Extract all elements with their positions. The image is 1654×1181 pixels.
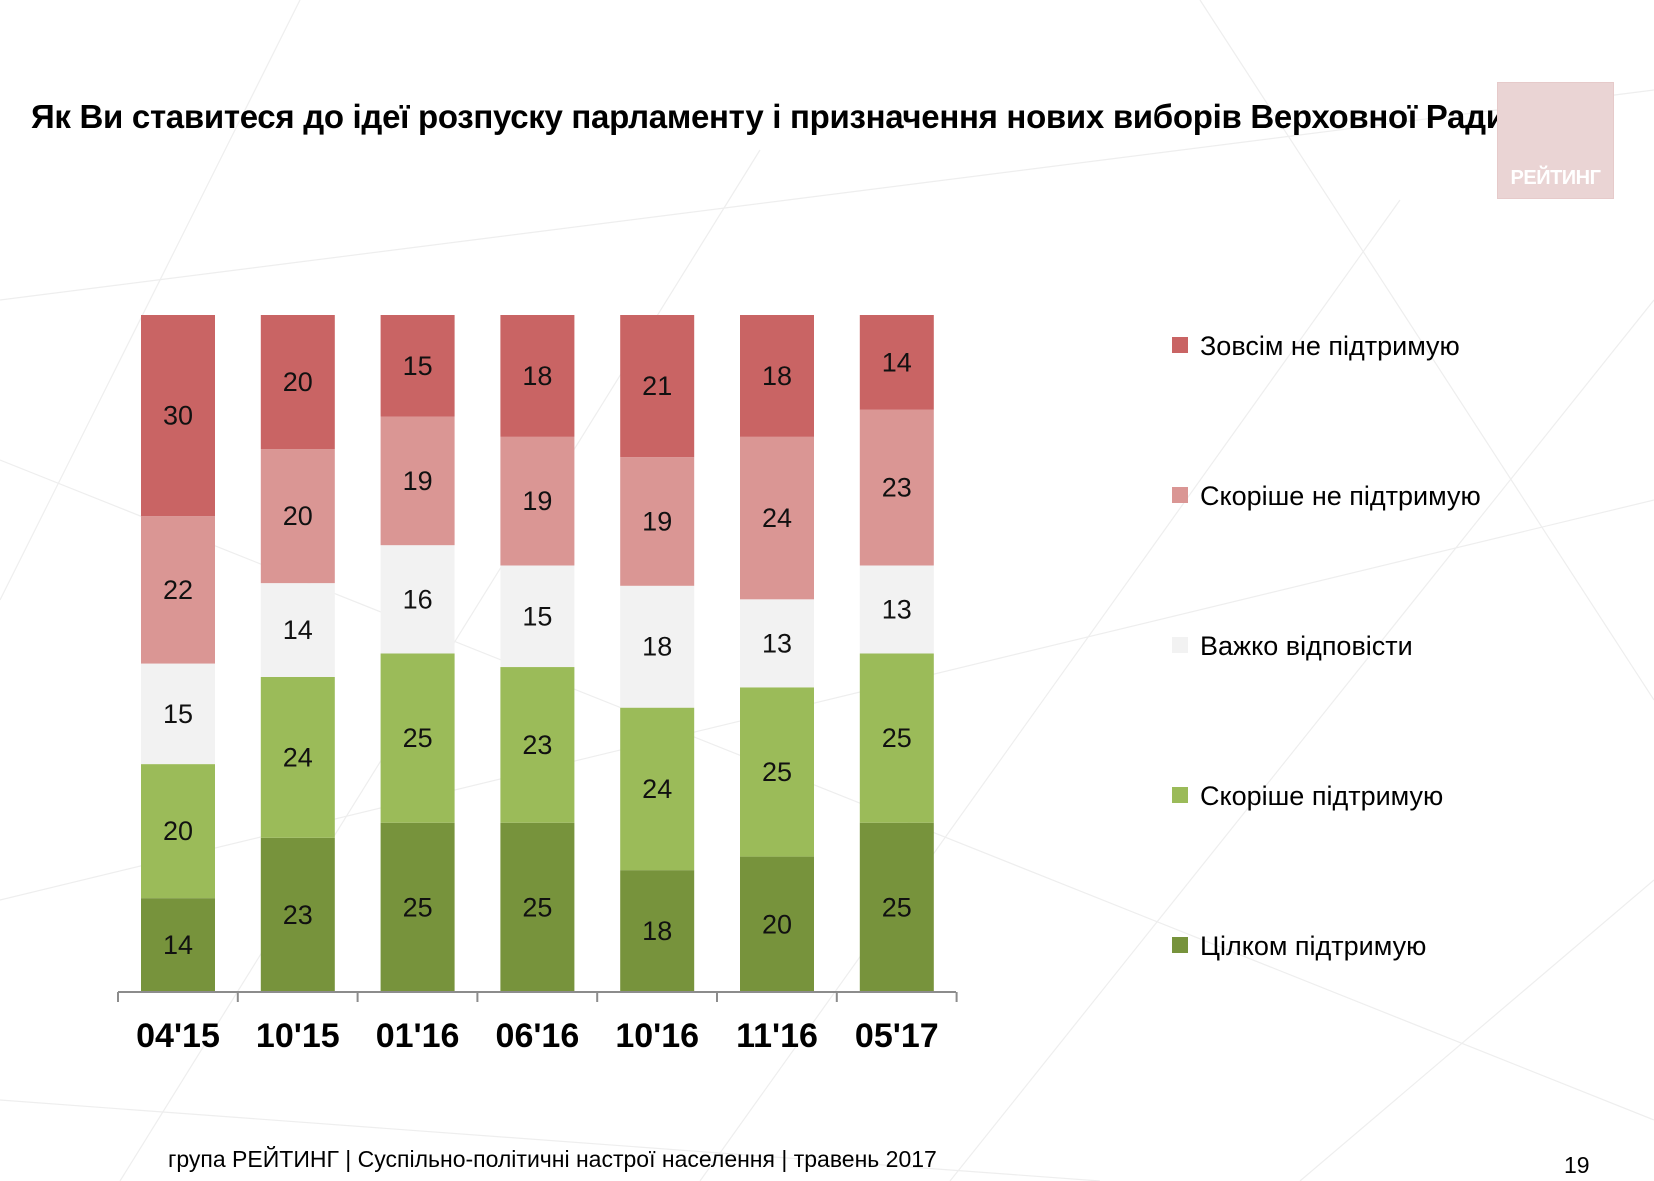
data-label: 14: [882, 347, 912, 377]
bar-segment-06'16-s2: [500, 565, 575, 668]
data-label: 15: [522, 601, 552, 631]
legend-swatch: [1172, 637, 1188, 653]
data-label: 15: [163, 699, 193, 729]
x-tick-label: 04'15: [136, 1017, 220, 1055]
data-label: 24: [283, 742, 313, 772]
bar-segment-06'16-s4: [500, 315, 575, 437]
bar-segment-06'16-s0: [500, 822, 575, 992]
legend-label: Скоріше підтримую: [1200, 781, 1444, 811]
bar-segment-10'15-s0: [260, 837, 335, 992]
bar-segment-05'17-s3: [859, 409, 934, 566]
bar-segment-05'17-s4: [859, 315, 934, 410]
bar-segment-10'15-s2: [260, 583, 335, 677]
page-title: Як Ви ставитеся до ідеї розпуску парламе…: [31, 98, 1526, 135]
data-label: 20: [163, 816, 193, 846]
x-tick-label: 06'16: [496, 1017, 580, 1055]
data-label: 25: [403, 892, 433, 922]
bar-segment-04'15-s0: [141, 898, 215, 992]
data-label: 13: [882, 594, 912, 624]
bar-segment-11'16-s2: [740, 599, 814, 688]
brand-logo: РЕЙТИНГ: [1497, 82, 1614, 199]
footer-text: група РЕЙТИНГ | Суспільно-політичні наст…: [168, 1146, 937, 1172]
data-label: 23: [283, 900, 313, 930]
x-tick-label: 01'16: [376, 1017, 460, 1055]
bar-segment-04'15-s4: [141, 315, 215, 517]
data-label: 16: [403, 584, 433, 614]
legend-label: Зовсім не підтримую: [1200, 331, 1460, 361]
legend-label: Скоріше не підтримую: [1200, 481, 1481, 511]
bar-segment-10'15-s1: [260, 676, 335, 838]
x-tick-label: 05'17: [855, 1017, 939, 1055]
data-label: 23: [522, 730, 552, 760]
data-label: 18: [642, 916, 672, 946]
legend-swatch: [1172, 937, 1188, 953]
data-label: 18: [762, 361, 792, 391]
bar-segment-04'15-s3: [141, 516, 215, 664]
data-label: 14: [283, 615, 313, 645]
data-label: 20: [283, 367, 313, 397]
data-label: 25: [762, 757, 792, 787]
legend-swatch: [1172, 787, 1188, 803]
bar-segment-05'17-s0: [859, 822, 934, 992]
bar-segment-01'16-s3: [380, 416, 455, 546]
legend-swatch: [1172, 487, 1188, 503]
data-label: 22: [163, 575, 193, 605]
data-label: 13: [762, 628, 792, 658]
data-label: 25: [522, 892, 552, 922]
bar-segment-06'16-s3: [500, 436, 575, 566]
data-label: 18: [522, 361, 552, 391]
bar-segment-11'16-s1: [740, 687, 814, 857]
data-label: 24: [642, 774, 672, 804]
bar-segment-01'16-s2: [380, 545, 455, 654]
data-label: 14: [163, 930, 193, 960]
bar-segment-10'15-s4: [260, 315, 335, 450]
bar-segment-10'16-s2: [620, 585, 695, 708]
bar-segment-10'16-s3: [620, 457, 695, 586]
data-label: 19: [403, 466, 433, 496]
bars-group: 14 20 15 22 30 23 24 14 20 20 25 25 16 19 15 25 23 15 19 18…: [141, 315, 934, 992]
bar-segment-06'16-s1: [500, 667, 575, 823]
bar-segment-11'16-s3: [740, 436, 814, 600]
legend-swatch: [1172, 337, 1188, 353]
logo-text: РЕЙТИНГ: [1510, 167, 1601, 189]
x-axis: 04'15 10'15 01'16 06'16 10'16 11'16 05'17: [117, 991, 958, 1055]
bar-segment-01'16-s4: [380, 315, 455, 417]
bar-segment-05'17-s2: [859, 565, 934, 654]
data-label: 25: [882, 892, 912, 922]
bar-segment-10'15-s3: [260, 449, 335, 584]
bar-segment-10'16-s0: [620, 870, 695, 992]
x-tick-label: 10'15: [256, 1017, 340, 1055]
data-label: 19: [522, 486, 552, 516]
bar-segment-05'17-s1: [859, 653, 934, 823]
bar-segment-10'16-s4: [620, 315, 695, 458]
data-label: 24: [762, 503, 792, 533]
x-tick-label: 10'16: [615, 1017, 699, 1055]
data-label: 20: [762, 909, 792, 939]
data-label: 19: [642, 506, 672, 536]
data-label: 21: [642, 371, 672, 401]
legend-label: Цілком підтримую: [1200, 931, 1427, 961]
data-label: 18: [642, 632, 672, 662]
page-number: 19: [1564, 1152, 1590, 1178]
data-label: 20: [283, 501, 313, 531]
bar-segment-11'16-s0: [740, 856, 814, 992]
bar-segment-04'15-s2: [141, 663, 215, 765]
data-label: 25: [882, 723, 912, 753]
bar-segment-01'16-s0: [380, 822, 455, 992]
data-label: 25: [403, 723, 433, 753]
data-label: 23: [882, 473, 912, 503]
bar-segment-10'16-s1: [620, 707, 695, 871]
bar-segment-11'16-s4: [740, 315, 814, 437]
data-label: 30: [163, 401, 193, 431]
legend-label: Важко відповісти: [1200, 631, 1413, 661]
x-tick-label: 11'16: [736, 1017, 818, 1055]
data-label: 15: [403, 351, 433, 381]
bar-segment-01'16-s1: [380, 653, 455, 823]
bar-segment-04'15-s1: [141, 764, 215, 899]
